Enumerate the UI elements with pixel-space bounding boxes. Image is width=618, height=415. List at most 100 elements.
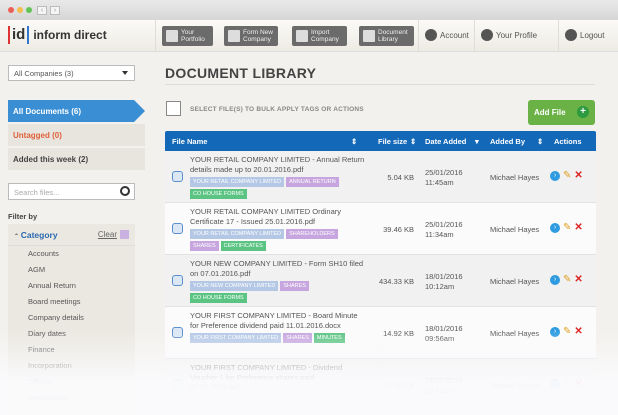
tag[interactable]: YOUR RETAIL COMPANY LIMITED — [190, 229, 285, 239]
tag[interactable]: CO HOUSE FORMS — [190, 189, 247, 199]
sort-icon[interactable]: ⇕ — [537, 137, 544, 146]
documents-icon — [363, 30, 375, 42]
view-icon[interactable]: › — [550, 327, 560, 337]
category-item[interactable]: Company details — [28, 313, 84, 322]
row-checkbox[interactable] — [172, 379, 183, 390]
col-file-size[interactable]: File size — [378, 137, 408, 146]
category-item[interactable]: Board meetings — [28, 297, 81, 306]
search-input[interactable]: Search files... — [8, 183, 135, 200]
delete-icon[interactable]: ✕ — [574, 170, 583, 181]
delete-icon[interactable]: ✕ — [574, 222, 583, 233]
logo-mark: id — [8, 26, 30, 44]
row-checkbox[interactable] — [172, 223, 183, 234]
category-item[interactable]: Resolutions — [28, 393, 68, 402]
file-size: 26.96 KB — [383, 381, 414, 390]
back-button[interactable]: ‹ — [37, 5, 47, 15]
grid-icon — [166, 30, 178, 42]
view-icon[interactable]: › — [550, 171, 560, 181]
file-name-link[interactable]: YOUR RETAIL COMPANY LIMITED Ordinary Cer… — [190, 207, 341, 226]
delete-icon[interactable]: ✕ — [574, 326, 583, 337]
edit-pencil-icon[interactable]: ✎ — [563, 326, 572, 337]
sort-icon[interactable]: ⇕ — [410, 137, 417, 146]
added-by: Michael Hayes — [490, 225, 540, 234]
category-header[interactable]: ⌃ Category Clear — [8, 224, 135, 246]
tag[interactable]: CERTIFICATES — [220, 241, 266, 251]
maximize-window-button[interactable] — [26, 7, 32, 13]
add-file-label: Add File — [534, 108, 566, 117]
bulk-select-label: SELECT FILE(S) TO BULK APPLY TAGS OR ACT… — [190, 106, 364, 113]
logout-icon — [565, 29, 577, 41]
nav-button-1[interactable]: Form New Company — [224, 26, 278, 46]
chevron-up-icon: ⌃ — [14, 234, 21, 240]
table-row: YOUR FIRST COMPANY LIMITED - Board Minut… — [165, 307, 596, 359]
edit-pencil-icon[interactable]: ✎ — [563, 378, 572, 389]
tag[interactable]: ANNUAL RETURN — [286, 177, 339, 187]
added-by: Michael Hayes — [490, 277, 540, 286]
delete-icon[interactable]: ✕ — [574, 378, 583, 389]
category-item[interactable]: Accounts — [28, 249, 59, 258]
category-item[interactable]: Incorporation — [28, 361, 72, 370]
tag[interactable]: CO HOUSE FORMS — [190, 293, 247, 303]
added-by: Michael Hayes — [490, 381, 540, 390]
delete-icon[interactable]: ✕ — [574, 274, 583, 285]
close-window-button[interactable] — [8, 7, 14, 13]
col-date-added[interactable]: Date Added — [425, 137, 467, 146]
category-color-swatch — [120, 230, 129, 239]
upload-icon — [296, 30, 308, 42]
forward-button[interactable]: › — [50, 5, 60, 15]
nav-button-0[interactable]: Your Portfolio — [162, 26, 213, 46]
add-file-button[interactable]: Add File + — [528, 100, 595, 125]
row-checkbox[interactable] — [172, 171, 183, 182]
company-select[interactable]: All Companies (3) — [8, 65, 135, 81]
edit-pencil-icon[interactable]: ✎ — [563, 222, 572, 233]
tag[interactable]: SHARES — [283, 333, 312, 343]
bulk-select-checkbox[interactable] — [166, 101, 181, 116]
nav-button-label: Your Portfolio — [181, 29, 205, 43]
user-icon — [425, 29, 437, 41]
edit-pencil-icon[interactable]: ✎ — [563, 274, 572, 285]
documents-table: File Name ⇕ File size ⇕ Date Added ▾ Add… — [165, 131, 596, 411]
sidebar-item-untagged[interactable]: Untagged (0) — [8, 124, 145, 146]
edit-pencil-icon[interactable]: ✎ — [563, 170, 572, 181]
tag[interactable]: SHARES — [280, 281, 309, 291]
file-name-link[interactable]: YOUR NEW COMPANY LIMITED - Form SH10 fil… — [190, 259, 364, 278]
file-name-link[interactable]: YOUR FIRST COMPANY LIMITED - Dividend Vo… — [190, 363, 343, 391]
col-file-name[interactable]: File Name — [172, 137, 208, 146]
category-item[interactable]: AGM — [28, 265, 46, 274]
plus-icon: + — [577, 106, 589, 118]
tag[interactable]: YOUR NEW COMPANY LIMITED — [190, 281, 279, 291]
nav-link-account[interactable]: Account — [425, 29, 469, 41]
view-icon[interactable]: › — [550, 275, 560, 285]
tag[interactable]: MINUTES — [313, 333, 345, 343]
sort-icon[interactable]: ⇕ — [351, 137, 358, 146]
category-item[interactable]: Diary dates — [28, 329, 66, 338]
nav-button-2[interactable]: Import Company — [292, 26, 347, 46]
row-checkbox[interactable] — [172, 327, 183, 338]
category-item[interactable]: Officers — [28, 377, 54, 386]
tag[interactable]: SHARES — [190, 241, 219, 251]
top-nav: id inform direct Your Portfolio Form New Co… — [0, 20, 618, 52]
brand-name: inform direct — [33, 28, 107, 42]
sidebar-item-all-documents[interactable]: All Documents (6) — [8, 100, 145, 122]
view-icon[interactable]: › — [550, 379, 560, 389]
file-name-link[interactable]: YOUR FIRST COMPANY LIMITED - Board Minut… — [190, 311, 358, 330]
logo[interactable]: id inform direct — [8, 26, 107, 44]
minimize-window-button[interactable] — [17, 7, 23, 13]
sidebar-item-added-this-week[interactable]: Added this week (2) — [8, 148, 145, 170]
tag[interactable]: YOUR RETAIL COMPANY LIMITED — [190, 177, 285, 187]
tag[interactable]: SHAREHOLDERS — [286, 229, 338, 239]
category-item[interactable]: Finance — [28, 345, 55, 354]
row-checkbox[interactable] — [172, 275, 183, 286]
clear-filter-link[interactable]: Clear — [97, 230, 117, 239]
file-name-link[interactable]: YOUR RETAIL COMPANY LIMITED - Annual Ret… — [190, 155, 365, 174]
search-icon[interactable] — [120, 186, 130, 196]
col-added-by[interactable]: Added By — [490, 137, 526, 146]
nav-link-your-profile[interactable]: Your Profile — [481, 29, 537, 41]
sort-desc-icon[interactable]: ▾ — [475, 137, 479, 146]
nav-link-logout[interactable]: Logout — [565, 29, 604, 41]
category-item[interactable]: Annual Return — [28, 281, 76, 290]
tag[interactable]: YOUR FIRST COMPANY LIMITED — [190, 333, 282, 343]
view-icon[interactable]: › — [550, 223, 560, 233]
nav-button-3[interactable]: Document Library — [359, 26, 414, 46]
